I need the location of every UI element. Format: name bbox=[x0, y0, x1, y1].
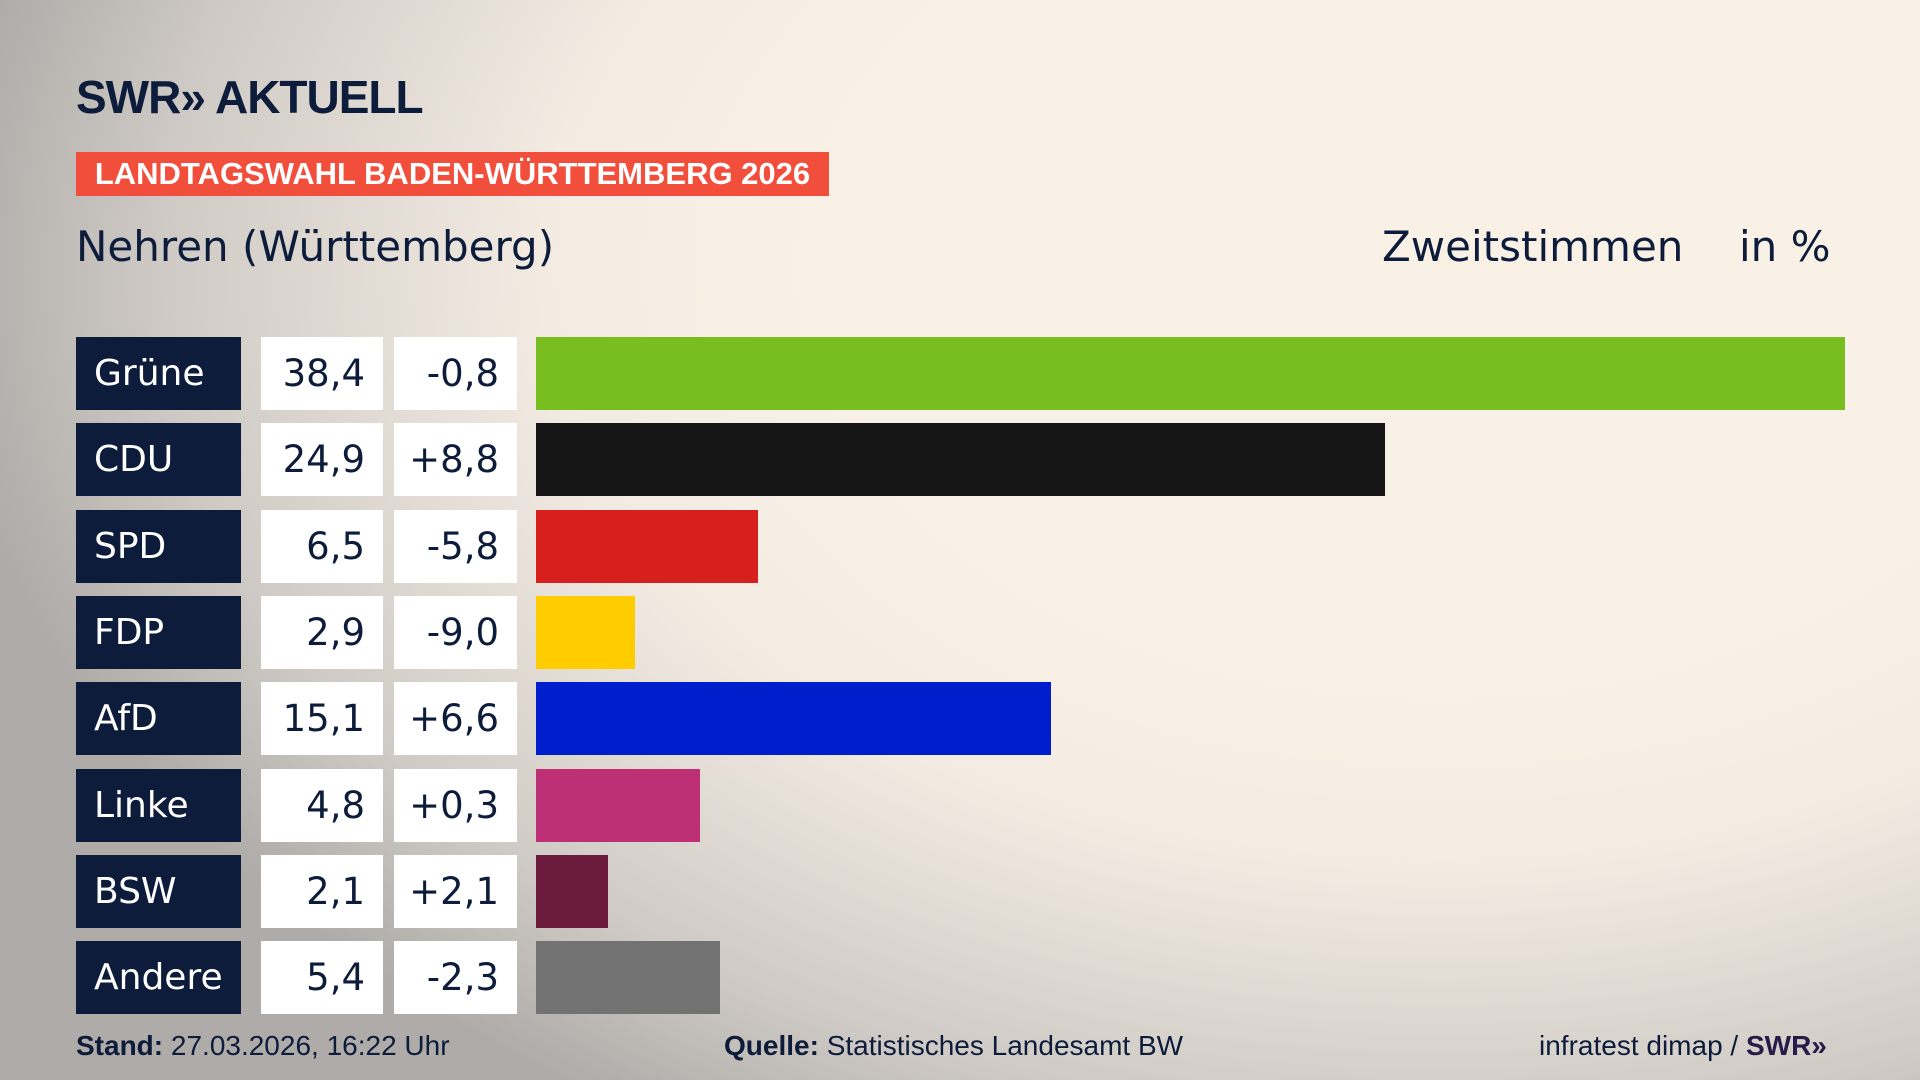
swr-aktuell-logo: SWR» AKTUELL bbox=[76, 71, 424, 123]
bar-cdu bbox=[536, 423, 1385, 497]
value-label: 38,4 bbox=[261, 337, 383, 410]
party-label: Grüne bbox=[76, 337, 241, 410]
party-label: CDU bbox=[76, 423, 241, 497]
source-value: Statistisches Landesamt BW bbox=[826, 1030, 1184, 1061]
value-label: 6,5 bbox=[261, 509, 383, 583]
source-label: Quelle: bbox=[724, 1030, 819, 1061]
value-label: 5,4 bbox=[261, 941, 383, 1015]
timestamp: Stand: 27.03.2026, 16:22 Uhr bbox=[76, 1030, 450, 1062]
swr-logo: SWR» bbox=[1745, 1030, 1827, 1061]
change-label: -5,8 bbox=[394, 509, 517, 583]
bar-spd bbox=[536, 509, 758, 583]
party-label: FDP bbox=[76, 595, 241, 669]
change-label: -2,3 bbox=[394, 941, 517, 1015]
change-label: +8,8 bbox=[394, 423, 517, 497]
credit: infratest dimap / SWR» bbox=[1539, 1030, 1827, 1062]
value-label: 15,1 bbox=[261, 682, 383, 756]
credit-text: infratest dimap / bbox=[1539, 1030, 1739, 1061]
bar-fdp bbox=[536, 595, 635, 669]
change-label: +6,6 bbox=[394, 682, 517, 756]
bar-afd bbox=[536, 682, 1051, 756]
party-label: Linke bbox=[76, 768, 241, 842]
unit-label: in % bbox=[1739, 222, 1831, 271]
change-label: -9,0 bbox=[394, 595, 517, 669]
value-label: 24,9 bbox=[261, 423, 383, 497]
value-label: 2,1 bbox=[261, 854, 383, 928]
vote-type-label: Zweitstimmen bbox=[1382, 222, 1684, 271]
bar-andere bbox=[536, 941, 721, 1015]
bar-linke bbox=[536, 768, 700, 842]
stand-label: Stand: bbox=[76, 1030, 164, 1061]
bar-bsw bbox=[536, 854, 608, 928]
change-label: +2,1 bbox=[394, 854, 517, 928]
value-label: 4,8 bbox=[261, 768, 383, 842]
party-label: Andere bbox=[76, 941, 241, 1015]
value-label: 2,9 bbox=[261, 595, 383, 669]
location-title: Nehren (Württemberg) bbox=[76, 222, 555, 271]
party-label: SPD bbox=[76, 509, 241, 583]
change-label: -0,8 bbox=[394, 337, 517, 410]
bar-grüne bbox=[536, 337, 1845, 410]
source: Quelle: Statistisches Landesamt BW bbox=[724, 1030, 1183, 1062]
party-label: AfD bbox=[76, 682, 241, 756]
party-label: BSW bbox=[76, 854, 241, 928]
stand-value: 27.03.2026, 16:22 Uhr bbox=[170, 1030, 450, 1061]
election-banner: LANDTAGSWAHL BADEN-WÜRTTEMBERG 2026 bbox=[76, 152, 829, 196]
change-label: +0,3 bbox=[394, 768, 517, 842]
